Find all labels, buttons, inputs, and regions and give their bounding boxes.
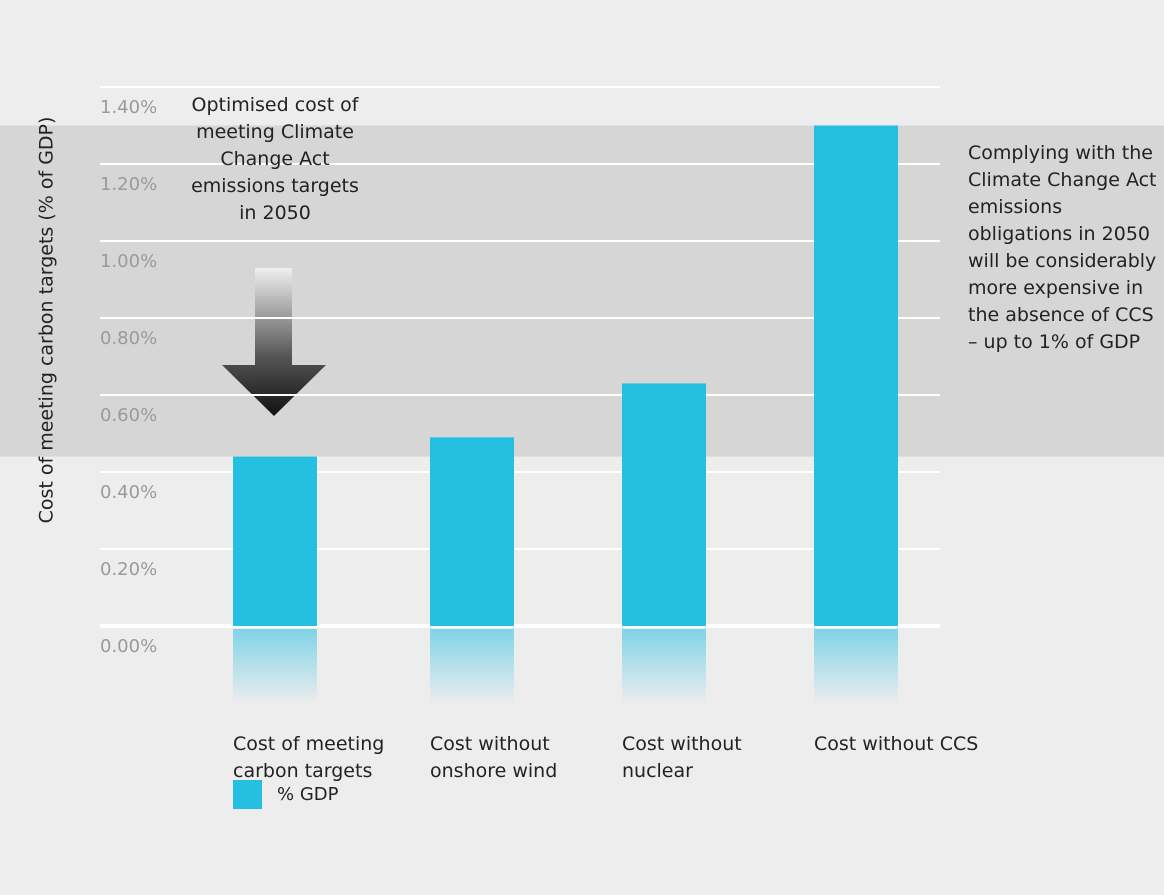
bar-reflection <box>622 629 706 704</box>
legend-label: % GDP <box>277 784 339 805</box>
y-tick-label: 1.40% <box>100 97 157 118</box>
bar-reflection <box>430 629 514 704</box>
bar-reflection <box>814 629 898 704</box>
x-tick-label: Cost of meeting carbon targets <box>233 733 385 782</box>
x-tick-label: Cost without nuclear <box>622 733 742 782</box>
highlight-band <box>0 125 1164 457</box>
y-axis-label: Cost of meeting carbon targets (% of GDP… <box>36 117 58 524</box>
bar <box>622 383 706 626</box>
legend-swatch <box>233 780 262 809</box>
y-tick-label: 1.20% <box>100 174 157 195</box>
y-tick-label: 0.60% <box>100 405 157 426</box>
y-tick-label: 0.20% <box>100 559 157 580</box>
x-tick-label: Cost without onshore wind <box>430 733 558 782</box>
y-tick-label: 0.80% <box>100 328 157 349</box>
y-tick-label: 0.00% <box>100 636 157 657</box>
y-tick-label: 0.40% <box>100 482 157 503</box>
bar <box>233 456 317 626</box>
y-tick-label: 1.00% <box>100 251 157 272</box>
bar-reflection <box>233 629 317 704</box>
annotation: Complying with the Climate Change Act em… <box>968 142 1157 353</box>
bar <box>814 125 898 626</box>
x-tick-label: Cost without CCS <box>814 733 979 755</box>
bar <box>430 437 514 626</box>
arrow <box>222 268 326 416</box>
annotation: Optimised cost of meeting Climate Change… <box>191 94 359 224</box>
